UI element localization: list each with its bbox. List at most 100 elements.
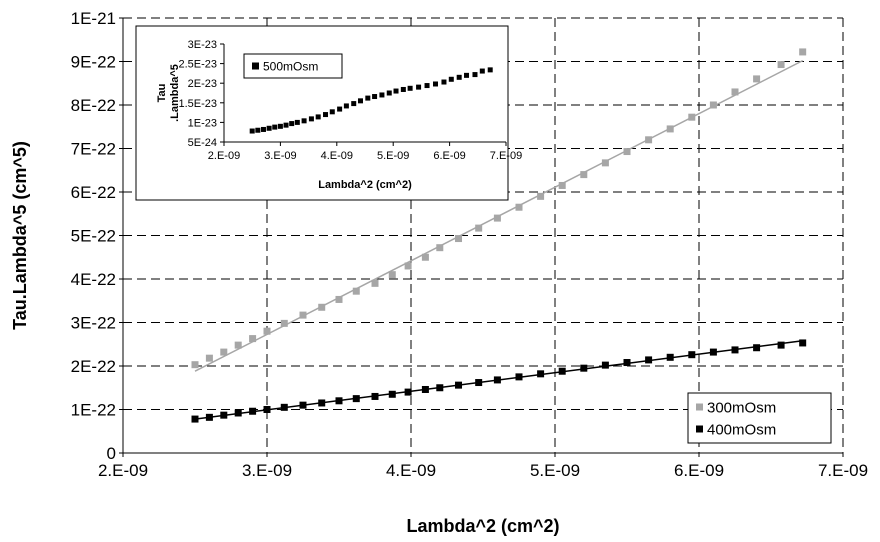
y-tick-label: 8E-22 — [71, 96, 116, 115]
data-point-300mOsm — [455, 235, 463, 243]
data-point-400mOsm — [455, 381, 463, 389]
data-point-400mOsm — [299, 401, 307, 409]
inset-chart: 5E-24 1E-23 1.5E-23 2E-23 2.5E-23 3E-23 2.E-09… — [135, 25, 522, 201]
y-tick-label: 0 — [107, 444, 116, 463]
data-point-300mOsm — [515, 203, 523, 211]
data-point-500mOsm — [294, 119, 300, 125]
data-point-400mOsm — [580, 364, 588, 372]
data-point-400mOsm — [335, 397, 343, 405]
data-point-300mOsm — [388, 271, 396, 279]
data-point-500mOsm — [249, 128, 255, 134]
data-point-300mOsm — [335, 295, 343, 303]
data-point-500mOsm — [464, 72, 470, 78]
legend-marker-500mOsm — [252, 62, 259, 70]
data-point-400mOsm — [404, 388, 412, 396]
y-tick-label: 5E-24 — [188, 137, 217, 149]
data-point-500mOsm — [323, 112, 329, 118]
data-point-500mOsm — [351, 101, 357, 107]
y-tick-label: 4E-22 — [71, 270, 116, 289]
data-point-500mOsm — [337, 106, 343, 112]
data-point-400mOsm — [731, 346, 739, 354]
data-point-400mOsm — [205, 413, 213, 421]
inset-frame — [135, 25, 509, 201]
data-point-400mOsm — [475, 379, 483, 387]
data-point-500mOsm — [266, 125, 272, 131]
x-axis-title: Lambda^2 (cm^2) — [318, 179, 412, 191]
data-point-300mOsm — [645, 136, 653, 144]
y-tick-label: 2E-23 — [188, 78, 217, 90]
data-point-400mOsm — [753, 344, 761, 352]
data-point-500mOsm — [308, 116, 314, 122]
x-tick-label: 4.E-09 — [386, 461, 436, 480]
data-point-500mOsm — [283, 122, 289, 128]
y-tick-label: 3E-22 — [71, 314, 116, 333]
x-tick-label: 2.E-09 — [208, 150, 240, 162]
data-point-400mOsm — [220, 411, 228, 419]
data-point-300mOsm — [580, 171, 588, 179]
data-point-300mOsm — [777, 61, 785, 69]
y-axis-title: Tau.Lambda^5 (cm^5) — [10, 141, 30, 330]
legend-label: 400mOsm — [707, 421, 776, 438]
data-point-400mOsm — [601, 361, 609, 369]
data-point-400mOsm — [666, 353, 674, 361]
data-point-300mOsm — [234, 341, 242, 349]
data-point-500mOsm — [416, 84, 422, 90]
legend-box — [243, 53, 343, 79]
data-point-400mOsm — [371, 392, 379, 400]
data-point-300mOsm — [404, 262, 412, 270]
legend-label: 300mOsm — [707, 399, 776, 416]
x-tick-label: 5.E-09 — [377, 150, 409, 162]
data-point-500mOsm — [424, 83, 430, 89]
data-point-400mOsm — [515, 373, 523, 381]
data-point-300mOsm — [263, 327, 271, 335]
data-point-500mOsm — [441, 79, 447, 85]
data-point-400mOsm — [263, 406, 271, 413]
y-tick-label: 9E-22 — [71, 53, 116, 72]
data-point-500mOsm — [386, 90, 392, 96]
data-point-400mOsm — [388, 390, 396, 398]
data-point-500mOsm — [289, 121, 295, 127]
data-point-400mOsm — [558, 367, 566, 375]
data-point-300mOsm — [558, 181, 566, 189]
data-point-500mOsm — [315, 114, 321, 120]
data-point-300mOsm — [731, 88, 739, 96]
data-point-300mOsm — [666, 125, 674, 133]
x-tick-label: 4.E-09 — [321, 150, 353, 162]
y-tick-label: 6E-22 — [71, 183, 116, 202]
data-point-500mOsm — [301, 118, 307, 124]
y-tick-label: 1E-21 — [71, 9, 116, 28]
data-point-500mOsm — [407, 85, 413, 91]
legend-marker-400mOsm — [696, 425, 703, 433]
data-point-400mOsm — [688, 351, 696, 359]
data-point-500mOsm — [343, 103, 349, 109]
data-point-500mOsm — [456, 74, 462, 80]
data-point-500mOsm — [393, 88, 399, 94]
data-point-400mOsm — [436, 384, 444, 392]
data-point-300mOsm — [475, 224, 483, 232]
y-tick-label: 2.5E-23 — [178, 59, 217, 71]
legend-marker-300mOsm — [696, 403, 703, 411]
data-point-300mOsm — [493, 214, 501, 222]
y-tick-label: 1E-23 — [188, 117, 217, 129]
data-point-500mOsm — [400, 86, 406, 92]
data-point-500mOsm — [479, 68, 485, 74]
y-tick-label: 7E-22 — [71, 140, 116, 159]
data-point-400mOsm — [234, 409, 242, 417]
data-point-300mOsm — [709, 101, 717, 109]
data-point-500mOsm — [379, 92, 385, 98]
data-point-300mOsm — [601, 159, 609, 167]
data-point-300mOsm — [352, 287, 360, 295]
data-point-500mOsm — [365, 95, 371, 101]
data-point-500mOsm — [272, 124, 278, 130]
x-tick-label: 6.E-09 — [674, 461, 724, 480]
data-point-300mOsm — [205, 354, 213, 362]
data-point-500mOsm — [329, 109, 335, 115]
data-point-500mOsm — [357, 98, 363, 104]
y-tick-label: 1E-22 — [71, 401, 116, 420]
data-point-500mOsm — [472, 72, 478, 78]
y-tick-label: 5E-22 — [71, 227, 116, 246]
data-point-400mOsm — [249, 407, 257, 415]
legend-label: 500mOsm — [263, 59, 318, 73]
x-tick-label: 3.E-09 — [242, 461, 292, 480]
data-point-400mOsm — [623, 359, 631, 367]
